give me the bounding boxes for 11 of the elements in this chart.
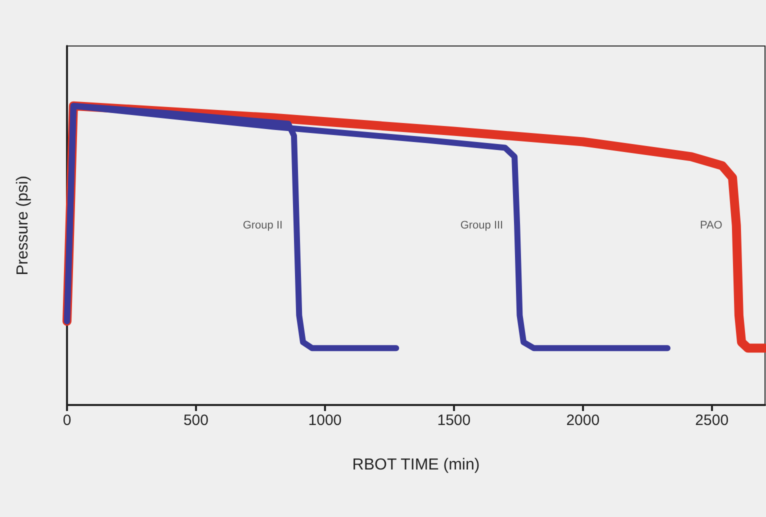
y-axis-title: Pressure (psi) bbox=[14, 176, 32, 276]
series-label: Group III bbox=[460, 220, 504, 232]
x-tick-label: 2500 bbox=[695, 412, 729, 429]
x-tick-label: 1500 bbox=[437, 412, 471, 429]
x-tick-label: 1000 bbox=[308, 412, 342, 429]
series-label: Group II bbox=[242, 220, 283, 232]
x-axis-title: RBOT TIME (min) bbox=[352, 456, 480, 474]
x-tick-label: 500 bbox=[183, 412, 208, 429]
x-tick-label: 0 bbox=[62, 412, 72, 429]
x-tick-label: 2000 bbox=[566, 412, 600, 429]
series-label: PAO bbox=[700, 220, 723, 232]
